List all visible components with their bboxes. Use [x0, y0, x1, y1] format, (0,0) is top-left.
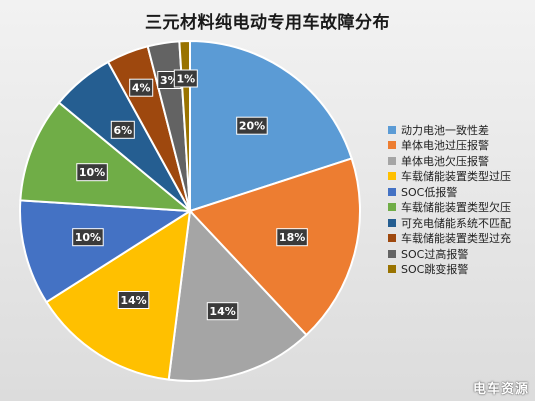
svg-text:14%: 14% — [209, 305, 235, 318]
data-label-3: 14% — [206, 302, 239, 321]
legend-swatch — [388, 265, 396, 274]
legend-label: 可充电储能系统不匹配 — [401, 216, 511, 230]
legend-swatch — [388, 218, 396, 227]
data-label-6: 10% — [76, 163, 108, 182]
legend-entry-9: SOC过高报警 — [388, 246, 511, 262]
data-label-7: 6% — [110, 120, 135, 139]
chart-legend: 动力电池一致性差 单体电池过压报警 单体电池欠压报警车载储能装置类型过压 SOC低报警… — [388, 122, 511, 277]
pie-slice-5 — [19, 199, 194, 304]
legend-entry-3: 单体电池欠压报警 — [388, 153, 511, 169]
legend-swatch — [388, 187, 396, 196]
data-label-10: 1% — [173, 69, 198, 88]
legend-label: 车载储能装置类型欠压 — [401, 201, 511, 215]
svg-text:4%: 4% — [132, 82, 151, 95]
legend-swatch — [388, 249, 396, 258]
legend-label: 动力电池一致性差 — [401, 123, 489, 137]
svg-text:1%: 1% — [176, 73, 195, 86]
legend-label: SOC过高报警 — [401, 247, 469, 261]
pie-slice-1 — [189, 39, 353, 213]
data-label-2: 18% — [276, 228, 308, 247]
svg-text:10%: 10% — [79, 166, 105, 179]
legend-swatch — [388, 172, 396, 181]
pie-slice-2 — [188, 157, 361, 337]
legend-swatch — [388, 203, 396, 212]
chart-title: 三元材料纯电动专用车故障分布 — [145, 13, 390, 33]
legend-swatch — [388, 234, 396, 243]
legend-label: SOC跳变报警 — [401, 263, 469, 277]
legend-swatch — [388, 125, 396, 134]
legend-entry-4: 车载储能装置类型过压 — [388, 169, 511, 185]
legend-label: 单体电池欠压报警 — [401, 154, 489, 168]
legend-swatch — [388, 156, 396, 165]
legend-label: 车载储能装置类型过充 — [401, 232, 511, 246]
svg-text:6%: 6% — [113, 124, 132, 137]
legend-entry-5: SOC低报警 — [388, 184, 511, 200]
watermark-logo: 电车资源 — [472, 382, 529, 397]
legend-swatch — [388, 141, 396, 150]
svg-text:20%: 20% — [239, 120, 265, 133]
data-label-8: 4% — [129, 78, 154, 97]
data-label-1: 20% — [236, 116, 268, 135]
data-label-5: 10% — [72, 228, 104, 247]
legend-label: SOC低报警 — [401, 185, 458, 199]
svg-text:18%: 18% — [279, 231, 305, 244]
legend-entry-1: 动力电池一致性差 — [388, 122, 511, 138]
legend-entry-10: SOC跳变报警 — [388, 262, 511, 278]
pie-slice-3 — [167, 208, 308, 382]
legend-label: 单体电池过压报警 — [401, 139, 489, 153]
svg-text:10%: 10% — [75, 231, 101, 244]
legend-entry-8: 车载储能装置类型过充 — [388, 231, 511, 247]
pie-slice-6 — [19, 101, 194, 213]
svg-text:14%: 14% — [120, 294, 146, 307]
legend-entry-7: 可充电储能系统不匹配 — [388, 215, 511, 231]
legend-label: 车载储能装置类型过压 — [401, 170, 511, 184]
data-label-4: 14% — [117, 291, 150, 309]
legend-entry-6: 车载储能装置类型欠压 — [388, 200, 511, 216]
legend-entry-2: 单体电池过压报警 — [388, 138, 511, 154]
